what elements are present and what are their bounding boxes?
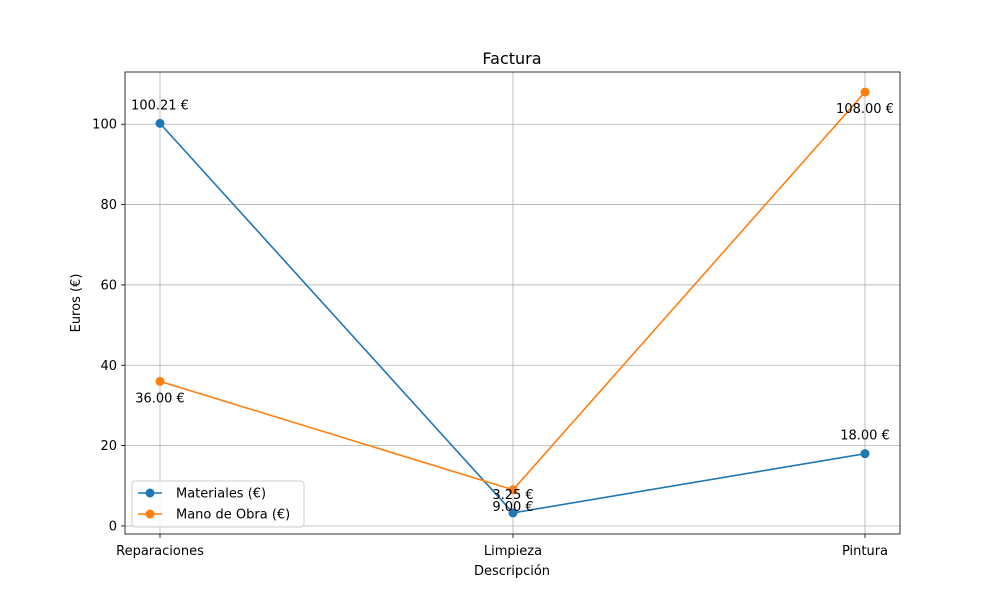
data-label: 100.21 € — [131, 98, 189, 113]
y-tick-label: 60 — [100, 278, 117, 293]
series-layer — [155, 87, 870, 518]
series-2-point — [860, 87, 870, 97]
legend-label-2: Mano de Obra (€) — [176, 508, 290, 523]
data-label: 18.00 € — [840, 429, 890, 444]
y-tick-label: 0 — [109, 519, 117, 534]
x-axis-label: Descripción — [474, 564, 550, 579]
data-label: 9.00 € — [492, 500, 533, 515]
data-label: 3.25 € — [492, 488, 533, 503]
legend-box — [131, 480, 305, 528]
series-2-point — [508, 485, 518, 495]
y-axis-label: Euros (€) — [69, 274, 84, 333]
legend: Materiales (€) Mano de Obra (€) — [131, 480, 305, 528]
series-1-point — [155, 118, 165, 128]
series-1-point — [860, 449, 870, 459]
legend-marker-2 — [145, 509, 155, 519]
y-tick-label: 80 — [100, 198, 117, 213]
y-tick-label: 40 — [100, 359, 117, 374]
x-tick-label: Reparaciones — [116, 544, 204, 559]
x-tick-label: Pintura — [842, 544, 888, 559]
legend-label-1: Materiales (€) — [176, 487, 266, 502]
y-tick-label: 20 — [100, 439, 117, 454]
chart-title: Factura — [482, 49, 541, 68]
data-label: 108.00 € — [836, 102, 894, 117]
series-line-1 — [159, 122, 866, 514]
series-1-point — [508, 508, 518, 518]
legend-marker-1 — [145, 488, 155, 498]
axis-ticks: Reparaciones Limpieza Pintura 0 20 40 60 80 100 — [92, 118, 888, 559]
series-2-point — [155, 376, 165, 386]
x-tick-label: Limpieza — [484, 544, 542, 559]
data-label: 36.00 € — [135, 391, 185, 406]
y-tick-label: 100 — [92, 118, 117, 133]
grid — [125, 72, 900, 534]
plot-area — [124, 71, 901, 535]
data-labels: 100.21 € 3.25 € 18.00 € 36.00 € 9.00 € 108.00… — [131, 98, 894, 514]
series-line-2 — [159, 91, 866, 491]
